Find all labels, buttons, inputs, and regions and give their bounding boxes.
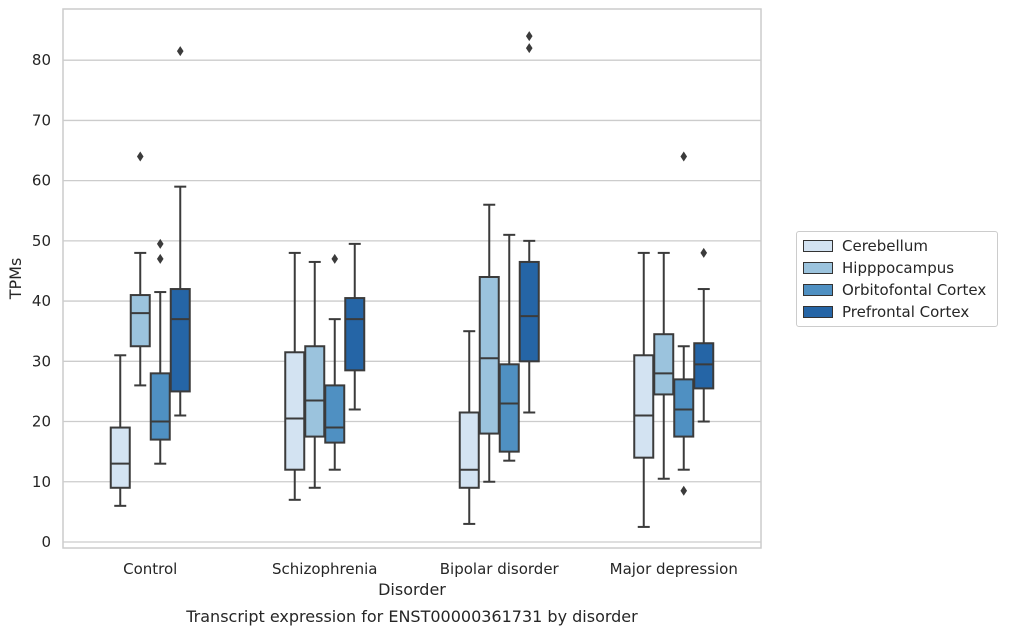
x-tick-label: Control [123, 560, 177, 578]
box-iqr [478, 275, 500, 435]
legend-item-cerebellum: Cerebellum [803, 236, 928, 256]
boxes [109, 31, 715, 528]
outlier-point [331, 253, 339, 264]
legend-label: Hipppocampus [842, 259, 955, 277]
box-orbitofontal-cortex-major-depression [673, 151, 695, 496]
y-tick-label: 0 [41, 533, 51, 551]
outlier-point [680, 151, 688, 162]
box-iqr [284, 351, 306, 471]
x-axis-label: Disorder [378, 580, 446, 599]
box-iqr [633, 354, 655, 459]
outlier-point [680, 485, 688, 496]
y-tick-label: 30 [32, 352, 51, 370]
y-tick-label: 60 [32, 172, 51, 190]
y-axis-label: TPMs [6, 258, 25, 301]
outlier-point [176, 46, 184, 57]
legend-swatch [803, 262, 833, 274]
x-tick-label: Schizophrenia [272, 560, 377, 578]
box-hipppocampus-bipolar-disorder [478, 203, 500, 483]
box-cerebellum-bipolar-disorder [458, 330, 480, 525]
box-hipppocampus-schizophrenia [304, 260, 326, 489]
box-iqr [458, 411, 480, 489]
box-cerebellum-schizophrenia [284, 251, 306, 501]
y-tick-label: 80 [32, 51, 51, 69]
legend: Cerebellum Hipppocampus Orbitofontal Cor… [796, 231, 998, 327]
box-iqr [518, 260, 540, 363]
box-iqr [149, 372, 171, 441]
box-iqr [304, 345, 326, 438]
x-tick-label: Major depression [610, 560, 738, 578]
plot-frame [62, 8, 762, 549]
y-tick-label: 10 [32, 473, 51, 491]
legend-item-hippocampus: Hipppocampus [803, 258, 954, 278]
legend-swatch [803, 284, 833, 296]
outlier-point [156, 253, 164, 264]
box-orbitofontal-cortex-bipolar-disorder [498, 233, 520, 462]
box-iqr [498, 363, 520, 453]
box-orbitofontal-cortex-schizophrenia [324, 253, 346, 471]
box-iqr [109, 426, 131, 489]
y-tick-label: 70 [32, 111, 51, 129]
outlier-point [700, 247, 708, 258]
legend-label: Orbitofontal Cortex [842, 281, 987, 299]
box-orbitofontal-cortex-control [149, 238, 171, 465]
box-prefrontal-cortex-bipolar-disorder [518, 31, 540, 414]
box-iqr [344, 297, 366, 372]
tick-labels: 0 10 20 30 40 50 60 70 80 Control Schizophrenia Bip… [32, 51, 738, 578]
box-cerebellum-major-depression [633, 251, 655, 528]
box-iqr [169, 288, 191, 393]
outlier-point [136, 151, 144, 162]
box-prefrontal-cortex-control [169, 46, 191, 417]
legend-swatch [803, 306, 833, 318]
legend-label: Prefrontal Cortex [842, 303, 970, 321]
box-hipppocampus-control [129, 151, 151, 387]
y-tick-label: 50 [32, 232, 51, 250]
box-prefrontal-cortex-major-depression [693, 247, 715, 423]
y-tick-label: 20 [32, 413, 51, 431]
outlier-point [525, 31, 533, 42]
legend-swatch [803, 240, 833, 252]
legend-item-orbitofrontal-cortex: Orbitofontal Cortex [803, 280, 986, 300]
box-iqr [693, 342, 715, 390]
x-tick-label: Bipolar disorder [440, 560, 560, 578]
box-iqr [129, 294, 151, 348]
legend-item-prefrontal-cortex: Prefrontal Cortex [803, 302, 969, 322]
box-iqr [653, 333, 675, 396]
grid-lines [63, 59, 761, 543]
legend-label: Cerebellum [842, 237, 928, 255]
box-iqr [324, 384, 346, 444]
chart-caption: Transcript expression for ENST0000036173… [185, 607, 638, 626]
box-hipppocampus-major-depression [653, 251, 675, 480]
box-cerebellum-control [109, 354, 131, 507]
outlier-point [525, 43, 533, 54]
box-prefrontal-cortex-schizophrenia [344, 242, 366, 411]
y-tick-label: 40 [32, 292, 51, 310]
outlier-point [156, 238, 164, 249]
box-iqr [673, 378, 695, 438]
